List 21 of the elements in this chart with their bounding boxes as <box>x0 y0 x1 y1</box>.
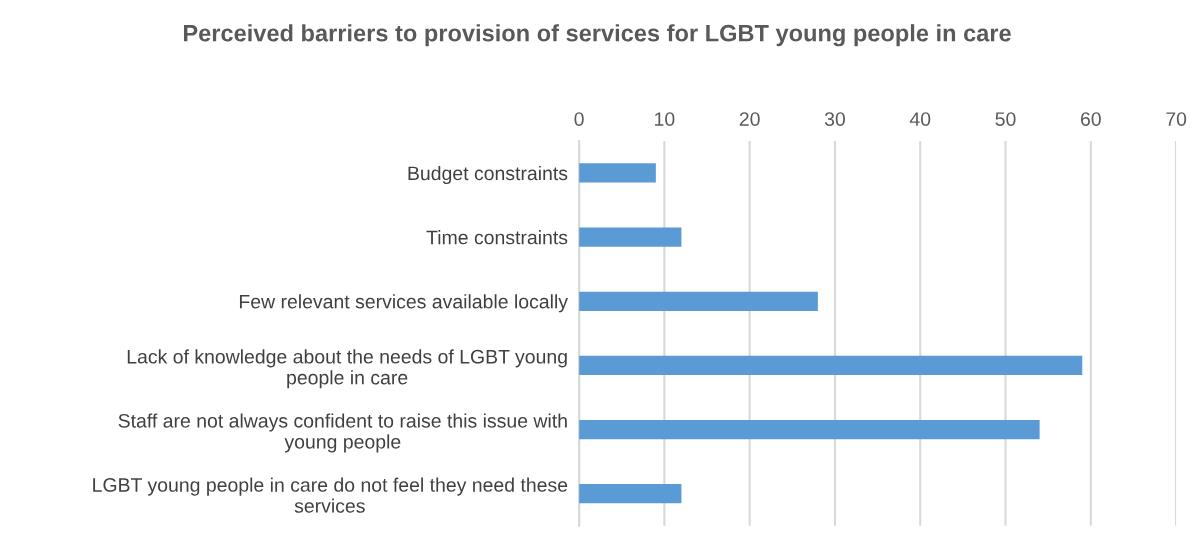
bar <box>579 163 656 183</box>
x-tick-label: 20 <box>739 112 760 126</box>
y-tick-label: LGBT young people in care do not feel they need these services <box>93 477 568 513</box>
y-tick-label: Few relevant services available locally <box>239 294 568 313</box>
x-tick-label: 0 <box>574 112 584 126</box>
bar <box>579 355 1083 376</box>
x-tick-label: 70 <box>1166 112 1187 126</box>
chart-title: Perceived barriers to provision of services for LGBT young people in care <box>183 24 1011 47</box>
bar <box>579 291 818 311</box>
bar <box>579 419 1040 440</box>
x-tick-label: 50 <box>995 112 1016 126</box>
bar <box>579 484 682 504</box>
x-tick-label: 10 <box>655 112 675 126</box>
bar <box>579 227 682 247</box>
y-tick-label: Staff are not always confident to raise this issue with young people <box>118 413 567 453</box>
x-tick-label: 60 <box>1080 112 1101 126</box>
x-tick-label: 30 <box>824 112 845 126</box>
y-tick-label: Lack of knowledge about the needs of LGBT young people in care <box>127 349 567 389</box>
y-tick-label: Budget constraints <box>408 165 568 185</box>
x-tick-label: 40 <box>909 112 931 126</box>
y-tick-label: Time constraints <box>426 230 568 245</box>
